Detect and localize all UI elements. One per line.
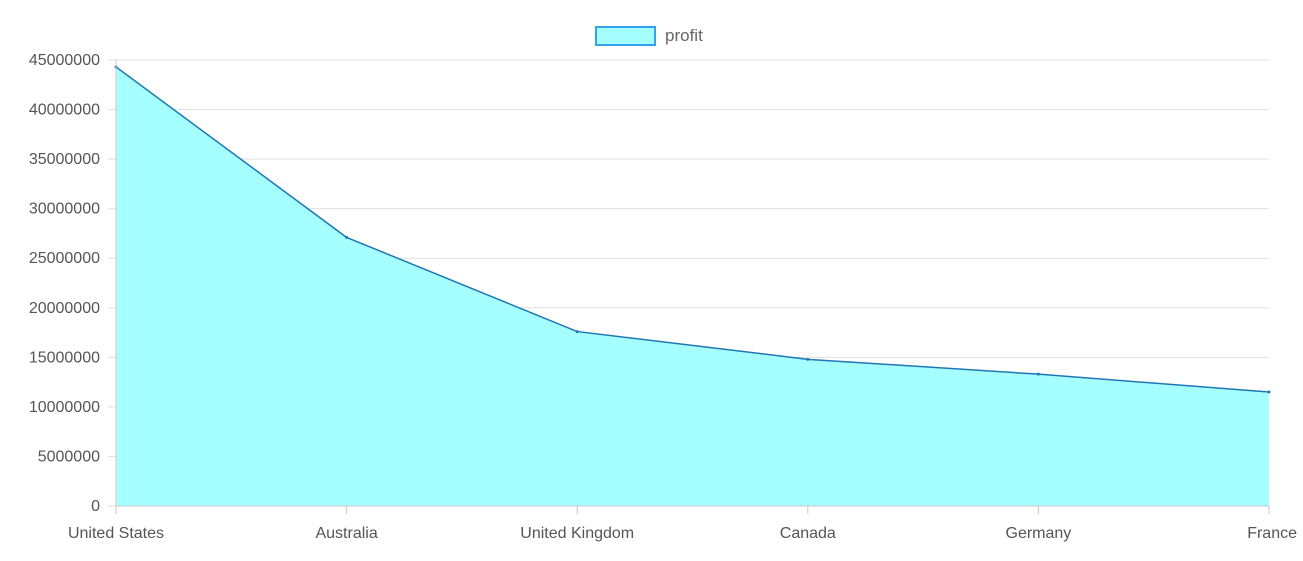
y-tick-label: 30000000	[29, 201, 100, 218]
profit-point-france[interactable]	[1267, 390, 1271, 394]
profit-point-germany[interactable]	[1036, 372, 1040, 376]
legend-label[interactable]: profit	[665, 26, 703, 45]
y-tick-label: 0	[91, 498, 100, 515]
x-tick-label: France	[1247, 525, 1297, 542]
profit-point-united-kingdom[interactable]	[575, 330, 579, 334]
profit-point-australia[interactable]	[345, 235, 349, 239]
profit-area-fill	[116, 66, 1269, 506]
y-tick-label: 10000000	[29, 399, 100, 416]
y-axis: 0 5000000 10000000 15000000 20000000 25000000…	[29, 52, 117, 515]
x-tick-label: Canada	[780, 525, 836, 542]
plot-area	[114, 65, 1271, 506]
profit-point-canada[interactable]	[806, 357, 810, 361]
y-tick-label: 35000000	[29, 151, 100, 168]
y-tick-label: 15000000	[29, 349, 100, 366]
y-tick-label: 20000000	[29, 300, 100, 317]
legend[interactable]: profit	[595, 26, 703, 46]
x-tick-label: Germany	[1006, 525, 1072, 542]
y-tick-label: 25000000	[29, 250, 100, 267]
y-tick-label: 40000000	[29, 102, 100, 119]
profit-line[interactable]	[115, 66, 1270, 393]
x-tick-label: Australia	[315, 525, 377, 542]
y-tick-label: 45000000	[29, 52, 100, 69]
x-axis: United States Australia United Kingdom Cana…	[68, 505, 1297, 542]
x-tick-label: United States	[68, 525, 164, 542]
legend-swatch[interactable]	[595, 26, 656, 46]
x-tick-label: United Kingdom	[520, 525, 634, 542]
y-tick-label: 5000000	[38, 448, 100, 465]
